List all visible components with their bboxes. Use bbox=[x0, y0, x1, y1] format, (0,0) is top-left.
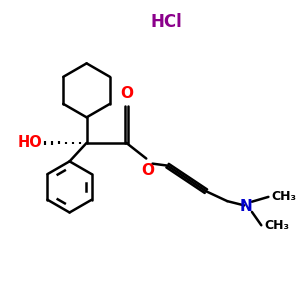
Text: CH₃: CH₃ bbox=[265, 219, 290, 232]
Text: N: N bbox=[239, 199, 252, 214]
Text: HCl: HCl bbox=[150, 13, 182, 31]
Text: O: O bbox=[141, 163, 154, 178]
Text: O: O bbox=[120, 86, 133, 101]
Text: HO: HO bbox=[18, 135, 43, 150]
Text: CH₃: CH₃ bbox=[272, 190, 297, 203]
